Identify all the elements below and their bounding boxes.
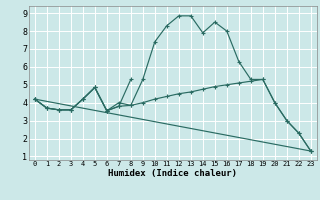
X-axis label: Humidex (Indice chaleur): Humidex (Indice chaleur) bbox=[108, 169, 237, 178]
